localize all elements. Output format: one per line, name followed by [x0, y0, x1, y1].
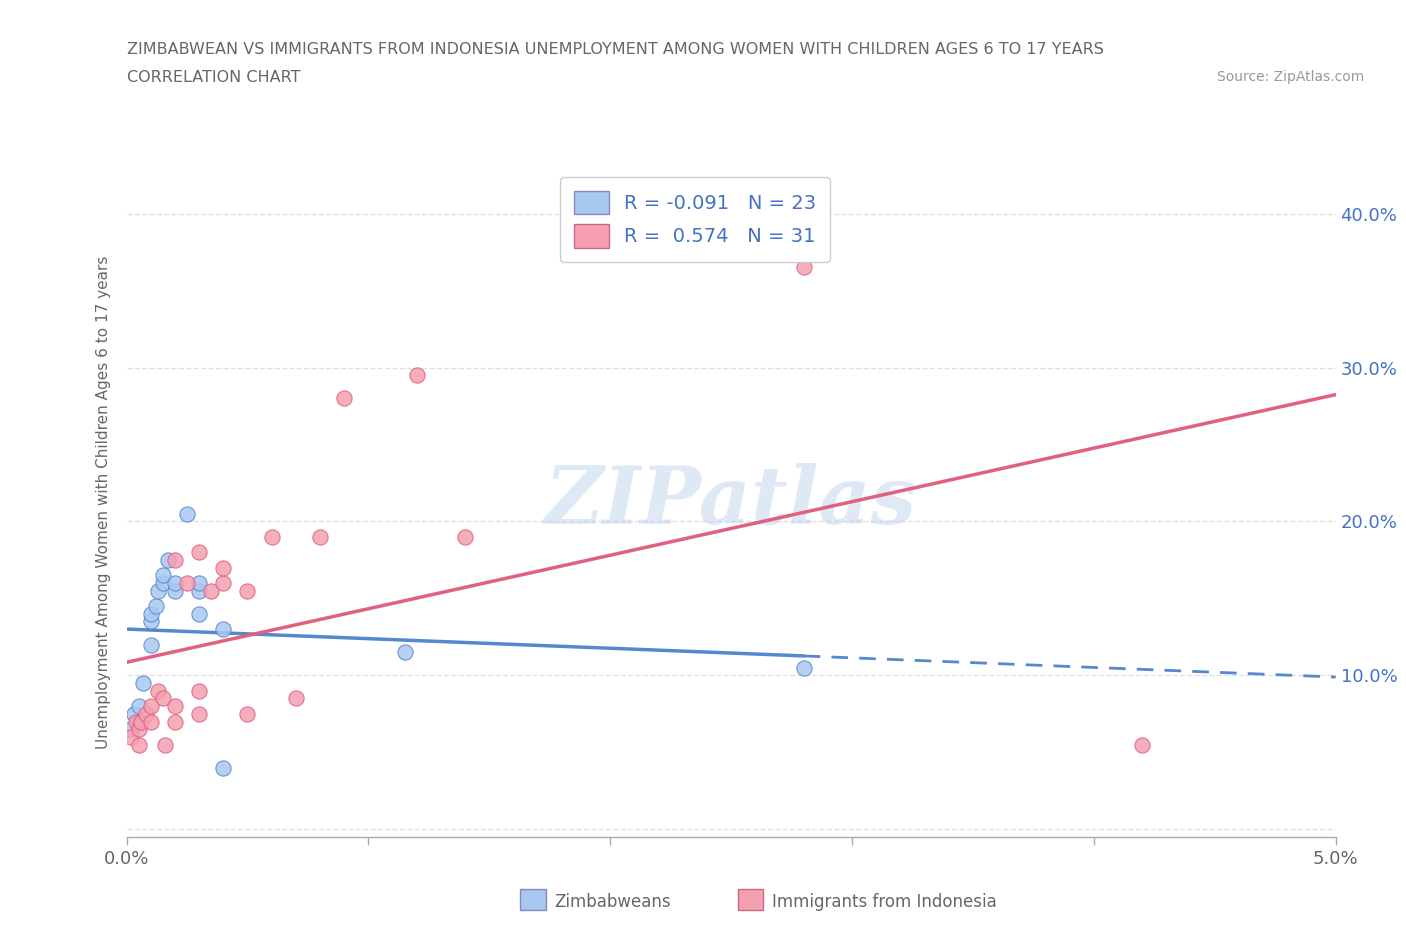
Point	[236, 583, 259, 598]
Point	[128, 737, 150, 752]
Point	[139, 606, 162, 621]
Point	[128, 714, 150, 729]
Point	[793, 660, 815, 675]
Point	[122, 707, 145, 722]
Text: CORRELATION CHART: CORRELATION CHART	[127, 70, 299, 85]
Point	[163, 552, 186, 567]
Point	[155, 737, 177, 752]
Point	[139, 714, 162, 729]
Point	[139, 614, 162, 629]
Point	[128, 722, 150, 737]
Point	[163, 698, 186, 713]
Point	[284, 691, 307, 706]
Point	[129, 714, 152, 729]
Text: ZIMBABWEAN VS IMMIGRANTS FROM INDONESIA UNEMPLOYMENT AMONG WOMEN WITH CHILDREN A: ZIMBABWEAN VS IMMIGRANTS FROM INDONESIA …	[127, 42, 1104, 57]
Point	[212, 576, 235, 591]
Point	[125, 714, 148, 729]
Point	[333, 391, 356, 405]
Point	[236, 707, 259, 722]
Text: Immigrants from Indonesia: Immigrants from Indonesia	[772, 893, 997, 911]
Point	[163, 583, 186, 598]
Point	[163, 714, 186, 729]
Point	[188, 606, 211, 621]
Point	[146, 583, 169, 598]
Point	[132, 675, 155, 690]
Point	[212, 761, 235, 776]
Point	[188, 583, 211, 598]
Point	[176, 576, 198, 591]
Point	[793, 260, 815, 275]
Point	[120, 722, 142, 737]
Point	[145, 599, 167, 614]
Point	[394, 644, 416, 659]
Point	[135, 707, 157, 722]
Point	[188, 576, 211, 591]
Text: Source: ZipAtlas.com: Source: ZipAtlas.com	[1216, 70, 1364, 84]
Point	[454, 529, 477, 544]
Y-axis label: Unemployment Among Women with Children Ages 6 to 17 years: Unemployment Among Women with Children A…	[96, 256, 111, 749]
Point	[139, 637, 162, 652]
Point	[152, 691, 174, 706]
Point	[309, 529, 332, 544]
Point	[260, 529, 283, 544]
Point	[152, 568, 174, 583]
Point	[212, 622, 235, 637]
Legend: R = -0.091   N = 23, R =  0.574   N = 31: R = -0.091 N = 23, R = 0.574 N = 31	[560, 177, 830, 261]
Point	[405, 367, 427, 382]
Point	[188, 545, 211, 560]
Point	[128, 698, 150, 713]
Point	[1130, 737, 1153, 752]
Point	[188, 707, 211, 722]
Point	[146, 684, 169, 698]
Point	[200, 583, 222, 598]
Point	[212, 560, 235, 575]
Point	[139, 698, 162, 713]
Point	[152, 576, 174, 591]
Point	[188, 684, 211, 698]
Point	[120, 729, 142, 744]
Text: ZIPatlas: ZIPatlas	[546, 463, 917, 541]
Text: Zimbabweans: Zimbabweans	[554, 893, 671, 911]
Point	[163, 576, 186, 591]
Point	[176, 506, 198, 521]
Point	[156, 552, 179, 567]
